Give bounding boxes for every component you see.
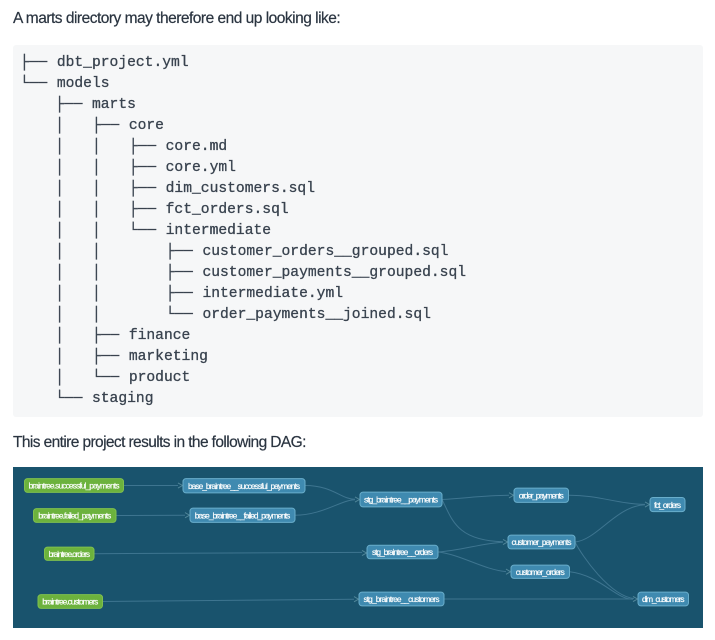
svg-text:fct_orders: fct_orders — [654, 499, 681, 509]
svg-text:base_braintree__successful_pay: base_braintree__successful_payments — [188, 480, 300, 490]
svg-text:stg_braintree__customers: stg_braintree__customers — [364, 594, 440, 604]
svg-text:braintree.customers: braintree.customers — [42, 596, 98, 606]
svg-text:order_payments: order_payments — [519, 490, 564, 500]
svg-text:dim_customers: dim_customers — [642, 594, 685, 604]
svg-text:customer_payments: customer_payments — [512, 537, 572, 547]
svg-text:braintree.successful_payments: braintree.successful_payments — [29, 480, 120, 490]
svg-text:stg_braintree__orders: stg_braintree__orders — [372, 547, 433, 557]
svg-text:base_braintree__failed_payment: base_braintree__failed_payments — [195, 510, 291, 520]
svg-text:braintree.failed_payments: braintree.failed_payments — [38, 510, 111, 520]
svg-text:customer_orders: customer_orders — [516, 566, 565, 576]
svg-text:stg_braintree__payments: stg_braintree__payments — [364, 494, 438, 504]
svg-text:braintree.orders: braintree.orders — [49, 549, 91, 559]
